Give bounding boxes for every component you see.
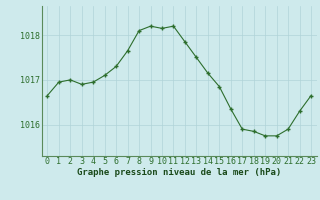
X-axis label: Graphe pression niveau de la mer (hPa): Graphe pression niveau de la mer (hPa): [77, 168, 281, 177]
